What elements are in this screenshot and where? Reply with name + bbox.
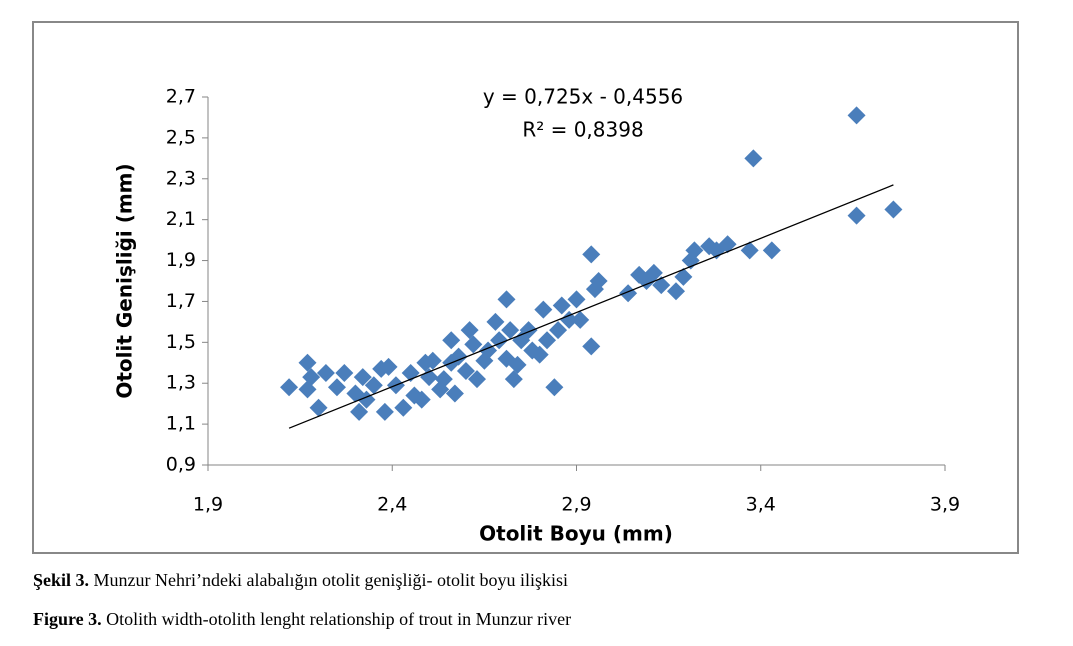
x-tick-label: 1,9 [193,494,223,516]
point [350,402,369,421]
point [685,241,704,260]
point [375,402,394,421]
point [582,245,601,264]
point [420,368,439,387]
point [674,267,693,286]
point [847,206,866,225]
point [847,106,866,125]
x-tick-label: 3,4 [746,494,776,516]
point [456,361,475,380]
trendline [288,184,894,429]
point [666,282,685,301]
point [445,384,464,403]
point [316,364,335,382]
y-tick-label: 0,9 [166,454,196,476]
y-tick-label: 1,9 [166,249,196,271]
x-tick-label: 2,4 [377,494,407,516]
x-tick-label: 3,9 [930,494,960,516]
point [884,200,903,219]
r-squared: R² = 0,8398 [522,118,643,142]
point [552,296,571,315]
point [501,321,520,340]
point [567,290,586,309]
point [508,355,527,374]
y-tick-label: 2,1 [166,208,196,230]
y-tick-label: 2,3 [166,167,196,189]
point [434,370,453,389]
point [298,353,317,372]
point [460,321,479,340]
chart: y = 0,725x - 0,4556 R² = 0,8398 Otolit B… [32,21,1019,554]
caption-tr: Şekil 3. Munzur Nehri’ndeki alabalığın o… [33,570,568,591]
point [571,310,590,329]
point [519,321,538,340]
point [589,272,608,290]
y-tick-label: 2,5 [166,126,196,148]
caption-label: Figure 3. [33,609,102,629]
point [560,310,579,329]
point [486,312,505,331]
point [302,368,321,387]
point [280,378,299,397]
caption-label: Şekil 3. [33,570,90,590]
y-axis-label: Otolit Genişliği (mm) [113,163,137,398]
point [412,390,431,409]
point [442,331,461,350]
point [468,370,487,389]
point [394,398,413,417]
point [545,378,564,397]
point [309,398,328,417]
equation: y = 0,725x - 0,4556 [483,85,683,109]
point [762,241,781,260]
point [327,378,346,397]
point [549,321,568,340]
point [335,364,354,382]
point [534,300,553,319]
y-tick-label: 1,3 [166,372,196,394]
caption-en: Figure 3. Otolith width-otolith lenght r… [33,609,571,630]
point [353,368,372,387]
point [619,284,638,303]
point [497,290,516,309]
y-tick-label: 2,7 [166,86,196,108]
point [744,149,763,168]
point [740,241,759,260]
caption-text: Otolith width-otolith lenght relationshi… [101,609,572,629]
point [718,235,737,254]
point [538,331,557,350]
point [364,376,383,395]
point [530,345,549,364]
y-tick-label: 1,7 [166,290,196,312]
point [644,263,663,282]
point [504,370,523,389]
caption-text: Munzur Nehri’ndeki alabalığın otolit gen… [89,570,568,590]
y-tick-label: 1,1 [166,413,196,435]
x-tick-label: 2,9 [561,494,591,516]
point [379,357,398,376]
point [582,337,601,356]
point [464,335,483,354]
x-axis-label: Otolit Boyu (mm) [479,522,673,546]
y-tick-label: 1,5 [166,331,196,353]
point [423,351,442,370]
